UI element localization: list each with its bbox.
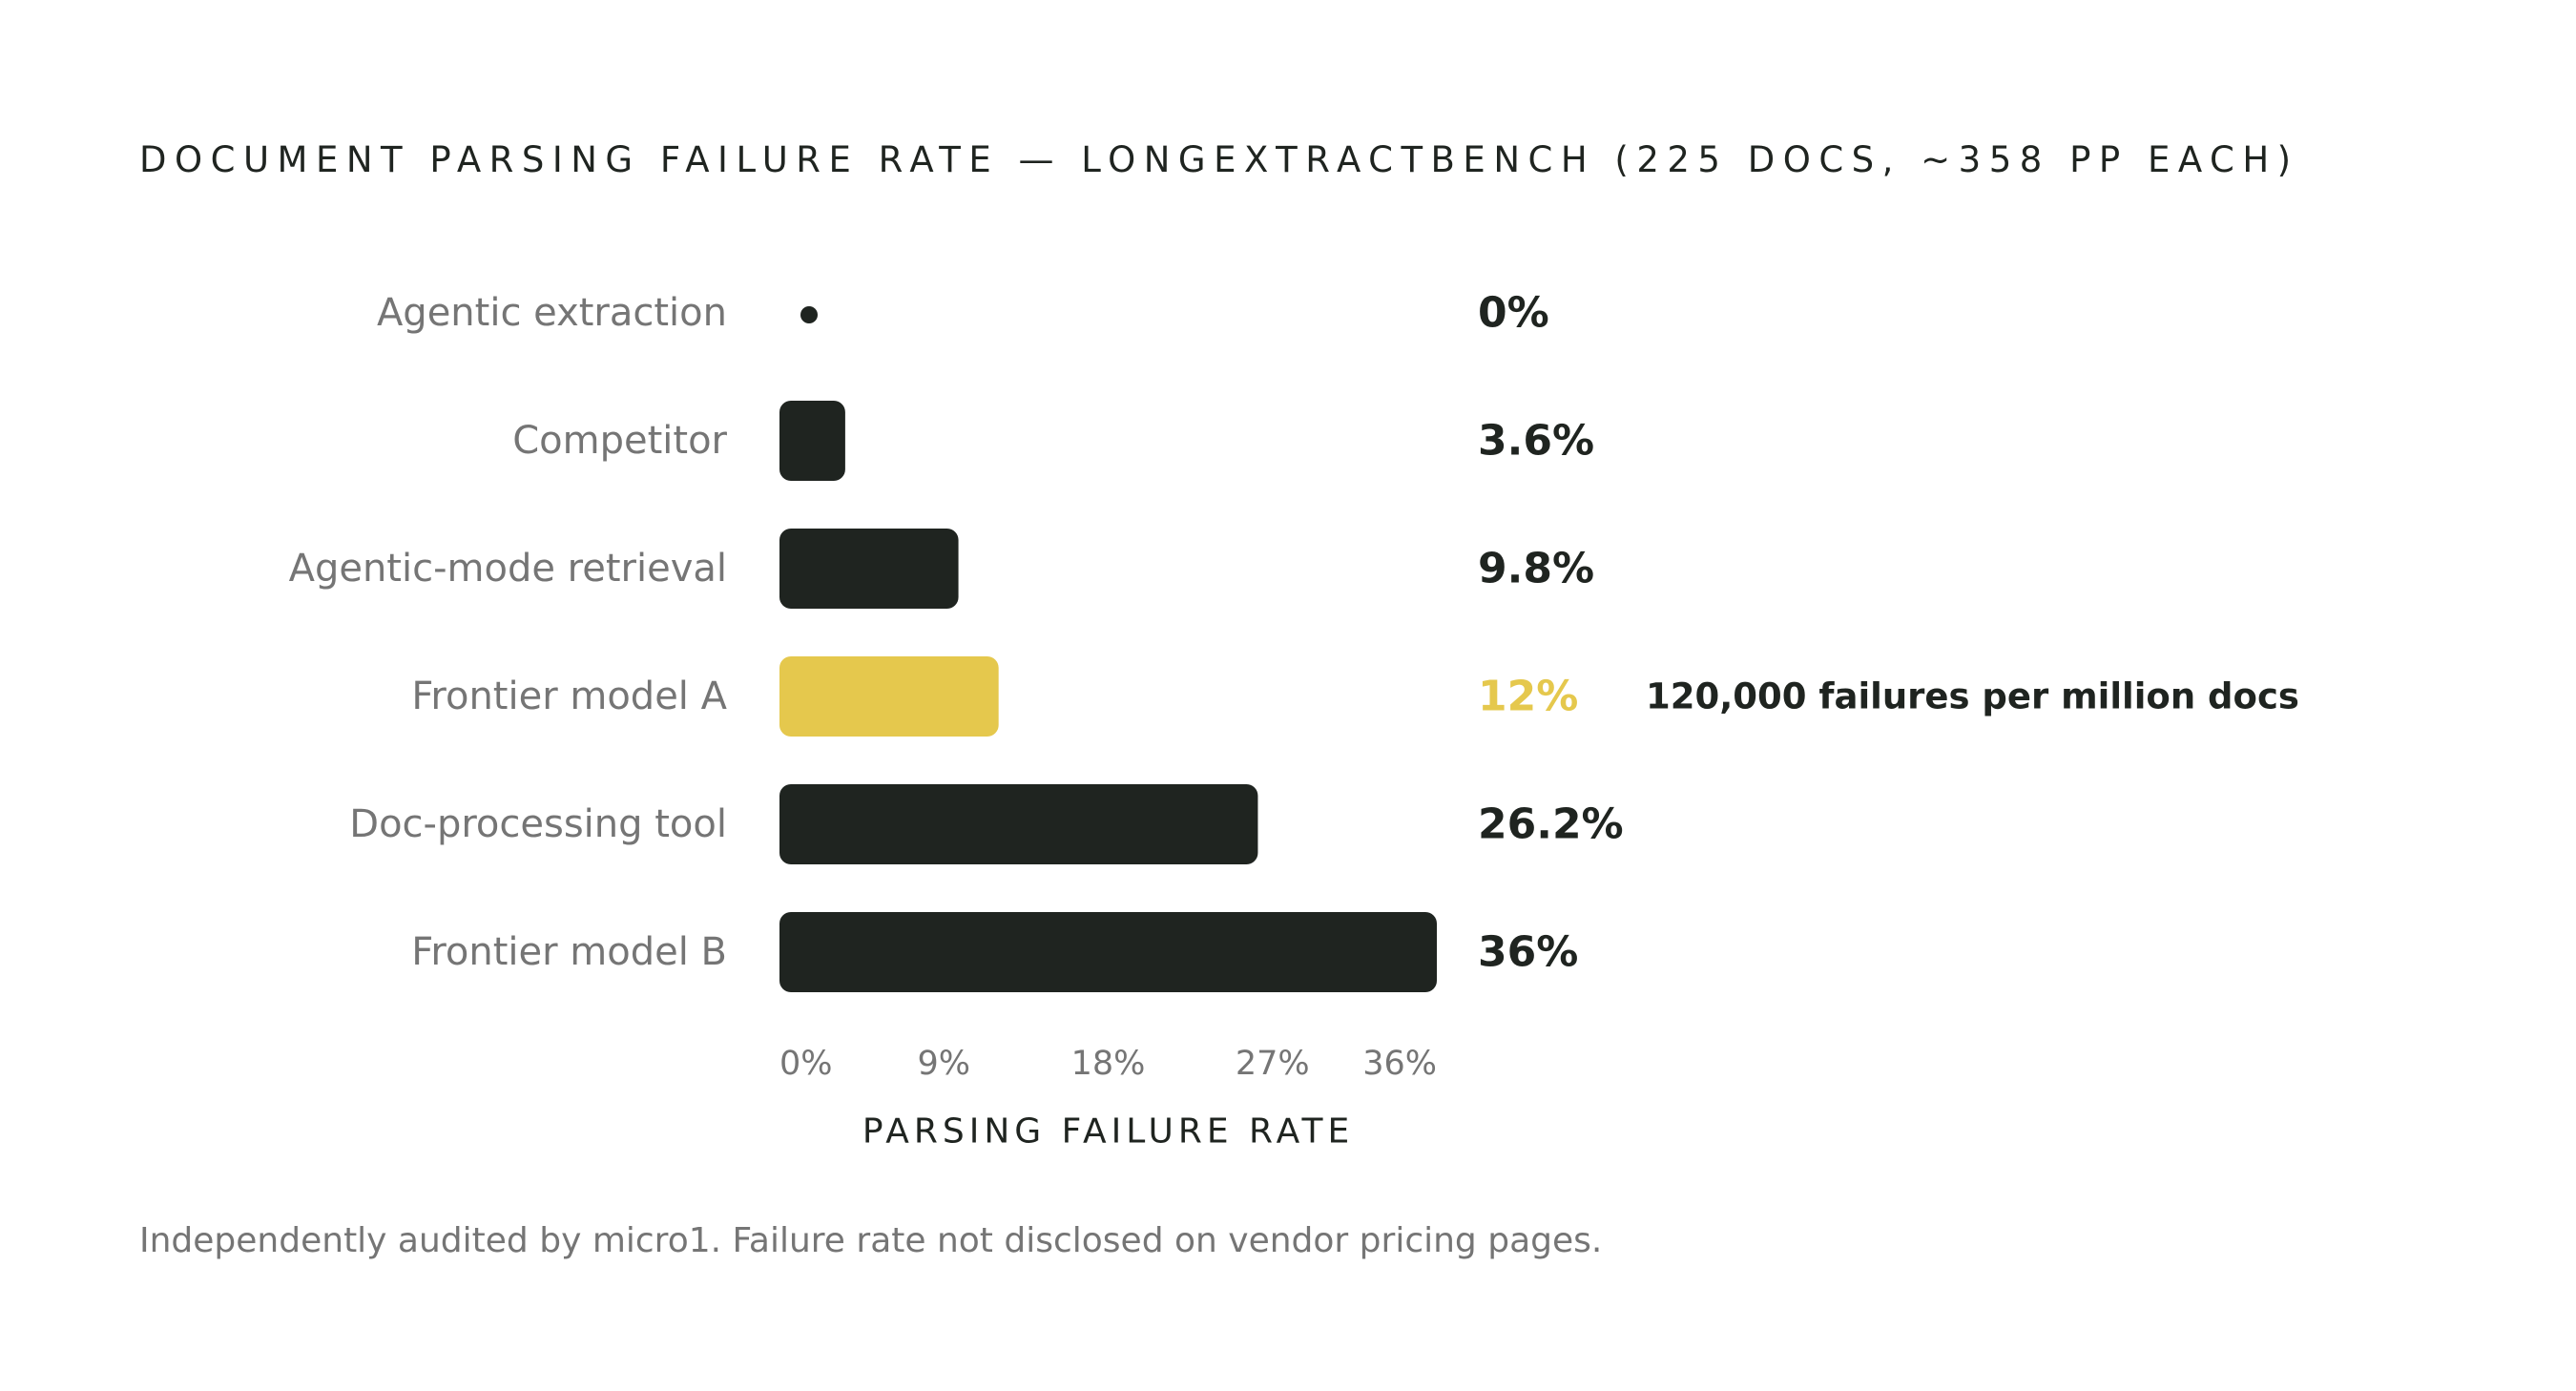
value-label-frontier-model-a: 12% <box>1478 673 1578 721</box>
value-labels: 0% 3.6% 9.8% 12% 26.2% 36% <box>1478 289 1624 977</box>
value-label-agentic-extraction: 0% <box>1478 289 1549 338</box>
value-label-doc-processing-tool: 26.2% <box>1478 800 1624 849</box>
x-tick-label-36: 36% <box>1362 1045 1437 1083</box>
category-label-agentic-mode-retrieval: Agentic-mode retrieval <box>289 547 727 591</box>
x-tick-label-9: 9% <box>917 1045 970 1083</box>
bar-frontier-model-a <box>779 656 999 737</box>
chart-title: DOCUMENT PARSING FAILURE RATE — LONGEXTR… <box>139 139 2299 180</box>
category-label-frontier-model-a: Frontier model A <box>411 675 727 718</box>
x-axis-ticks: 0% 9% 18% 27% 36% <box>779 1045 1437 1083</box>
bar-competitor <box>779 401 845 481</box>
bar-agentic-mode-retrieval <box>779 529 959 609</box>
x-axis-label: PARSING FAILURE RATE <box>862 1112 1354 1152</box>
category-label-frontier-model-b: Frontier model B <box>411 930 727 974</box>
bars <box>779 306 1437 992</box>
bar-frontier-model-b <box>779 912 1437 992</box>
bar-doc-processing-tool <box>779 784 1258 864</box>
x-tick-label-0: 0% <box>779 1045 833 1083</box>
category-label-doc-processing-tool: Doc-processing tool <box>349 802 727 846</box>
category-label-agentic-extraction: Agentic extraction <box>377 291 727 335</box>
value-label-competitor: 3.6% <box>1478 417 1594 466</box>
annotations: 120,000 failures per million docs <box>1646 676 2299 717</box>
value-label-agentic-mode-retrieval: 9.8% <box>1478 545 1594 593</box>
value-label-frontier-model-b: 36% <box>1478 928 1578 977</box>
bar-agentic-extraction <box>800 306 818 323</box>
category-label-competitor: Competitor <box>512 419 727 463</box>
x-tick-label-27: 27% <box>1236 1045 1310 1083</box>
x-tick-label-18: 18% <box>1071 1045 1146 1083</box>
footnote: Independently audited by micro1. Failure… <box>139 1221 1603 1260</box>
annotation-0: 120,000 failures per million docs <box>1646 676 2299 717</box>
category-labels: Agentic extraction Competitor Agentic-mode… <box>289 291 728 974</box>
